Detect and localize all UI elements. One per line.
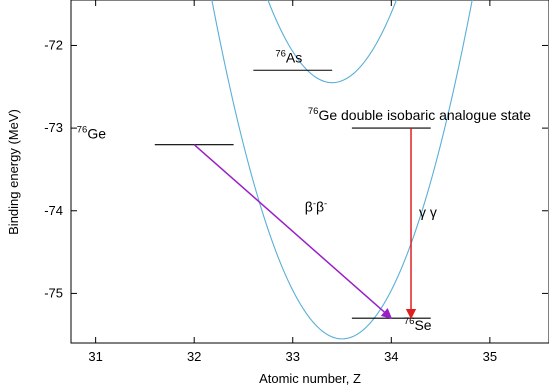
x-tick-label: 33 <box>286 349 300 364</box>
level-label-3: 76Ge double isobaric analogue state <box>308 106 531 123</box>
y-axis-label: Binding energy (MeV) <box>6 109 21 235</box>
y-tick-label: -74 <box>44 203 63 218</box>
gamma-gamma-label: γ γ <box>419 204 437 220</box>
y-tick-label: -73 <box>44 120 63 135</box>
level-label-1: 76As <box>275 48 302 65</box>
y-tick-label: -75 <box>44 285 63 300</box>
plot-frame <box>70 0 549 344</box>
parabola-odd-odd <box>267 0 398 84</box>
beta-beta-label: β-β- <box>305 198 327 214</box>
level-label-0: 76Ge <box>77 125 106 142</box>
level-label-2: 76Se <box>404 316 432 333</box>
y-tick-label: -72 <box>44 37 63 52</box>
transition-arrow-0 <box>193 144 393 319</box>
x-tick-label: 35 <box>483 349 497 364</box>
x-tick-label: 31 <box>88 349 102 364</box>
parabola-even-even <box>211 0 473 340</box>
x-tick-label: 34 <box>384 349 398 364</box>
x-axis-label: Atomic number, Z <box>259 371 361 386</box>
x-tick-label: 32 <box>187 349 201 364</box>
